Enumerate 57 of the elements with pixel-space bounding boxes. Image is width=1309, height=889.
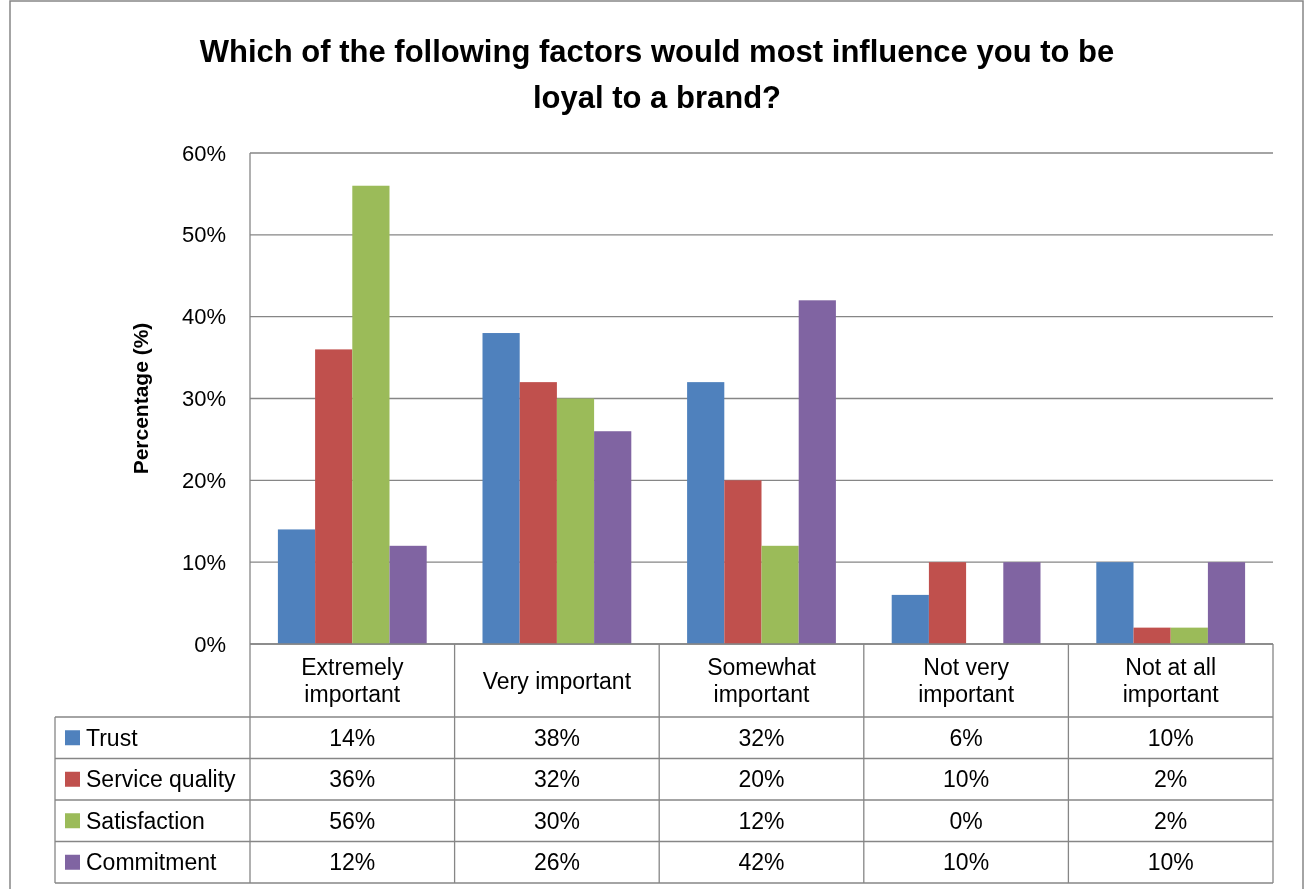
data-label: 12% bbox=[329, 849, 376, 876]
bar bbox=[891, 594, 929, 644]
chart-title: Which of the following factors would most influence you to be loyal to a brand? bbox=[199, 34, 1115, 115]
y-tick-label: 60% bbox=[181, 140, 226, 166]
data-label: 2% bbox=[1154, 807, 1188, 834]
data-label: 12% bbox=[738, 807, 785, 834]
legend-label: Satisfaction bbox=[86, 807, 205, 834]
data-label: 56% bbox=[329, 807, 376, 834]
y-tick-label: 40% bbox=[181, 304, 226, 330]
data-label: 6% bbox=[949, 724, 983, 751]
y-tick-label: 30% bbox=[181, 386, 226, 411]
bar bbox=[556, 398, 595, 644]
x-tick-label: Extremely important bbox=[301, 654, 404, 707]
data-label: 30% bbox=[533, 807, 580, 834]
data-label: 36% bbox=[329, 766, 376, 793]
bar bbox=[798, 300, 836, 644]
bar bbox=[352, 185, 390, 644]
data-label: 20% bbox=[738, 766, 785, 793]
bar bbox=[724, 480, 762, 644]
bar bbox=[1003, 562, 1041, 644]
bar bbox=[928, 562, 967, 644]
bar bbox=[389, 545, 427, 644]
data-label: 32% bbox=[533, 766, 580, 793]
bar bbox=[594, 431, 632, 644]
bar bbox=[277, 529, 316, 644]
x-tick-label: Very important bbox=[482, 667, 632, 694]
y-tick-label: 50% bbox=[181, 222, 226, 248]
bar bbox=[1170, 627, 1208, 644]
y-axis-title: Percentage (%) bbox=[128, 322, 152, 475]
bar bbox=[519, 382, 557, 644]
data-label: 10% bbox=[943, 849, 990, 876]
bar bbox=[1207, 562, 1246, 644]
legend-label: Commitment bbox=[86, 849, 217, 876]
bar bbox=[482, 333, 520, 644]
y-tick-label: 10% bbox=[181, 549, 226, 575]
legend-label: Trust bbox=[86, 724, 139, 751]
bar bbox=[315, 349, 353, 644]
data-label: 2% bbox=[1154, 766, 1188, 793]
x-tick-label: Somewhat important bbox=[707, 654, 817, 707]
data-label: 10% bbox=[1147, 724, 1194, 751]
legend-label: Service quality bbox=[86, 766, 237, 793]
data-label: 0% bbox=[949, 807, 983, 834]
data-label: 42% bbox=[738, 849, 785, 876]
data-label: 38% bbox=[533, 724, 580, 751]
data-label: 32% bbox=[738, 724, 785, 751]
data-label: 14% bbox=[329, 724, 376, 751]
bar bbox=[1133, 627, 1171, 644]
y-tick-label: 20% bbox=[181, 467, 226, 493]
x-tick-label: Not very important bbox=[918, 654, 1015, 707]
data-label: 10% bbox=[1147, 849, 1194, 876]
bar bbox=[687, 382, 725, 644]
data-label: 26% bbox=[533, 849, 580, 876]
x-tick-label: Not at all important bbox=[1122, 654, 1220, 707]
data-label: 10% bbox=[943, 766, 990, 793]
bar bbox=[761, 545, 799, 644]
y-tick-label: 0% bbox=[194, 631, 226, 657]
bar bbox=[1096, 562, 1134, 644]
